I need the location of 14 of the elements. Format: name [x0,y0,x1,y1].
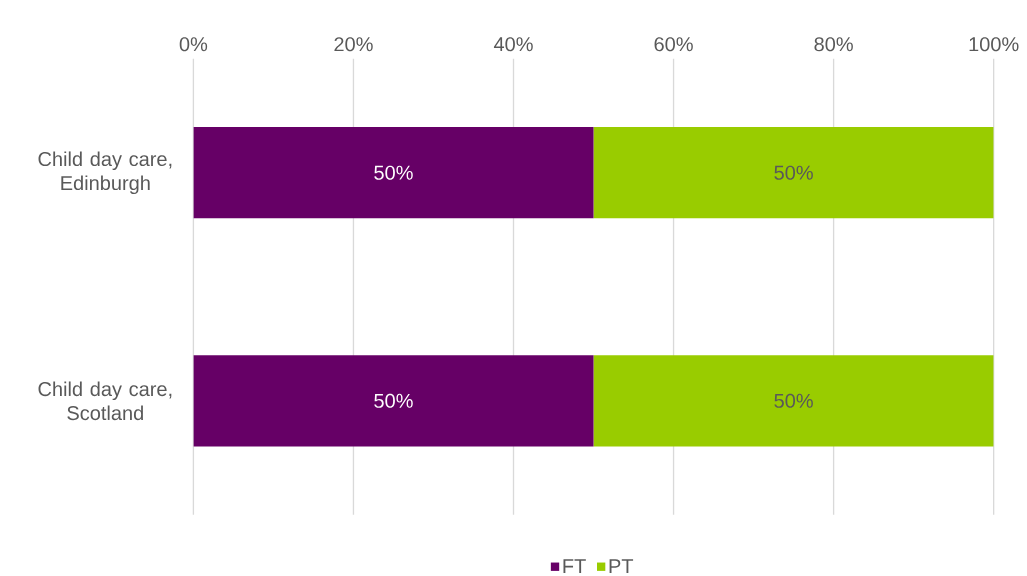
x-tick-label: 80% [814,37,853,52]
x-tick-label: 0% [179,37,208,52]
x-tick-label: 100% [969,37,1019,52]
legend-label: FT [563,559,586,573]
legend-label: PT [609,559,634,573]
y-tick-label: Child day care, Edinburgh [38,151,172,194]
x-tick-label: 40% [493,37,533,52]
data-label: 50% [774,393,813,408]
data-label: 50% [374,165,413,180]
x-tick-label: 20% [334,37,373,52]
data-label: 50% [774,165,813,180]
x-tick-label: 60% [654,37,693,52]
data-label: 50% [374,393,413,408]
y-tick-label: Child day care, Scotland [38,381,172,421]
